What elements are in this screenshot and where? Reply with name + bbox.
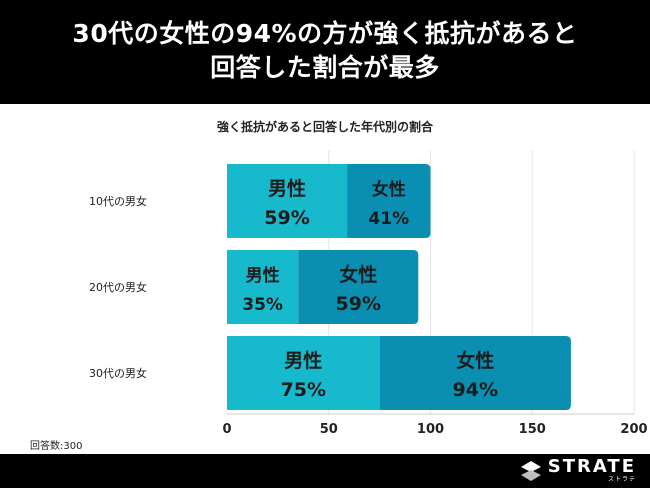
segment-value-label: 59% [264,207,309,229]
response-count-note: 回答数:300 [30,441,83,452]
strate-mark-icon [520,460,541,481]
segment-value-label: 59% [336,293,381,315]
x-tick-label: 100 [417,422,444,437]
brand-sub: ストラテ [607,476,636,483]
segment-value-label: 75% [281,379,326,401]
bar-segment [298,250,419,324]
x-tick-label: 0 [222,422,231,437]
headline-line-1: 30代の女性の94%の方が強く抵抗があると [72,19,578,48]
brand-name: STRATE [547,456,636,477]
segment-value-label: 94% [453,379,498,401]
category-label: 30代の男女 [89,366,147,380]
chart-title: 強く抵抗があると回答した年代別の割合 [216,120,433,134]
bar-segment [227,336,380,410]
bar-segment [227,250,299,324]
category-label: 20代の男女 [89,280,147,294]
segment-series-label: 女性 [372,179,406,200]
header-banner: 30代の女性の94%の方が強く抵抗があると 回答した割合が最多 [0,0,650,104]
footer-bar: STRATE ストラテ [0,454,650,488]
segment-value-label: 35% [242,295,283,315]
segment-series-label: 男性 [284,349,322,372]
stacked-bar-chart: 0 50 100 150 200 10代の男女 20代の男女 30代の男女 男性 59% 女性 41%… [89,150,648,437]
bar-segment [347,164,431,238]
brand-logo: STRATE ストラテ [520,458,636,483]
category-label: 10代の男女 [89,194,147,208]
segment-series-label: 男性 [268,177,306,200]
x-tick-label: 200 [620,422,647,437]
headline-line-2: 回答した割合が最多 [210,53,440,82]
segment-series-label: 女性 [339,263,377,286]
bar-segment [379,336,571,410]
bar-segment [227,164,348,238]
segment-value-label: 41% [368,209,409,229]
x-tick-label: 50 [320,422,338,437]
x-tick-label: 150 [519,422,546,437]
segment-series-label: 男性 [246,265,280,286]
segment-series-label: 女性 [456,349,494,372]
